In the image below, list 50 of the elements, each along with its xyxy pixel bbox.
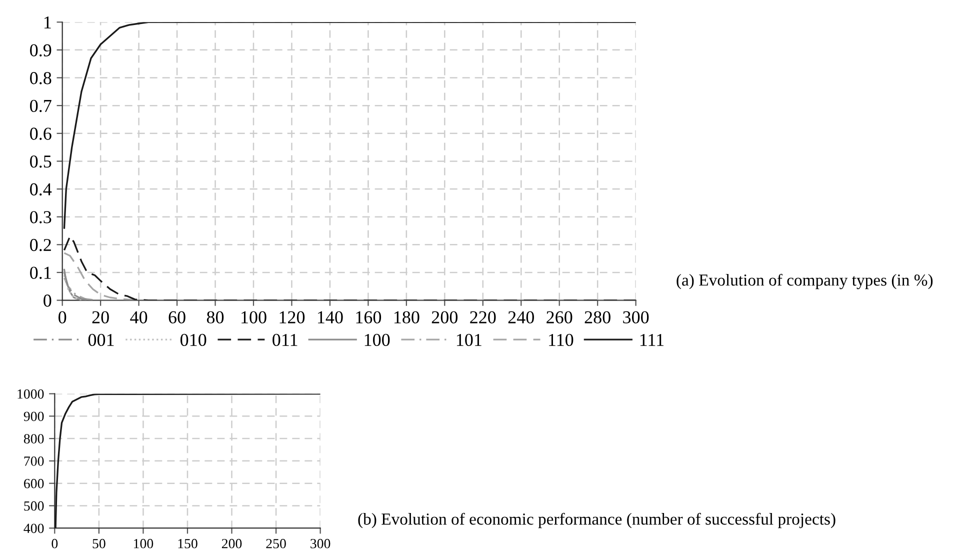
x-tick-label: 140 (318, 311, 343, 324)
y-tick-label: 0 (44, 294, 52, 307)
x-tick-label: 0 (58, 311, 66, 324)
x-tick-label: 100 (242, 311, 266, 324)
y-tick-label: 1000 (18, 389, 44, 399)
y-tick-label: 0.9 (30, 44, 52, 56)
x-tick-label: 100 (134, 538, 154, 548)
x-tick-label: 20 (92, 311, 109, 324)
legend-label: 101 (456, 334, 482, 346)
x-tick-label: 280 (584, 311, 610, 324)
x-tick-label: 60 (168, 311, 186, 324)
x-tick-label: 0 (52, 538, 58, 548)
y-tick-label: 0.3 (30, 211, 52, 224)
x-tick-label: 220 (470, 311, 496, 324)
x-tick-label: 200 (432, 311, 458, 324)
legend-label: 100 (364, 334, 390, 346)
y-tick-label: 0.7 (30, 100, 52, 112)
y-tick-label: 800 (24, 434, 44, 444)
x-tick-label: 300 (310, 538, 330, 548)
y-tick-label: 700 (24, 456, 44, 466)
y-tick-label: 0.1 (30, 266, 51, 279)
y-tick-label: 400 (24, 524, 44, 534)
y-tick-label: 0.8 (30, 72, 52, 84)
x-tick-label: 240 (508, 311, 534, 324)
y-tick-label: 0.6 (30, 128, 52, 140)
legend-label: 001 (88, 334, 114, 346)
x-tick-label: 150 (178, 538, 198, 548)
legend-label: 011 (272, 334, 298, 346)
legend-label: 110 (549, 334, 574, 346)
legend-label: 010 (180, 334, 206, 346)
x-tick-label: 250 (266, 538, 286, 548)
y-tick-label: 1 (44, 16, 51, 28)
text: (a) Evolution of company types (in %) (676, 274, 933, 290)
x-tick-label: 80 (206, 311, 224, 324)
x-tick-label: 180 (394, 311, 420, 324)
y-tick-label: 600 (24, 478, 44, 488)
x-tick-label: 300 (623, 311, 649, 324)
y-tick-label: 0.5 (30, 155, 52, 168)
legend-label: 111 (640, 334, 664, 346)
y-tick-label: 0.4 (30, 183, 52, 196)
x-tick-label: 50 (92, 538, 106, 548)
y-tick-label: 0.2 (30, 238, 51, 252)
x-tick-label: 200 (222, 538, 242, 548)
x-tick-label: 120 (280, 311, 305, 324)
y-tick-label: 500 (24, 501, 44, 511)
x-tick-label: 260 (546, 311, 572, 324)
x-tick-label: 160 (356, 311, 382, 324)
text: (b) Evolution of economic performance (number of successful projects) (358, 512, 836, 528)
x-tick-label: 40 (130, 311, 148, 324)
y-tick-label: 900 (24, 412, 44, 422)
